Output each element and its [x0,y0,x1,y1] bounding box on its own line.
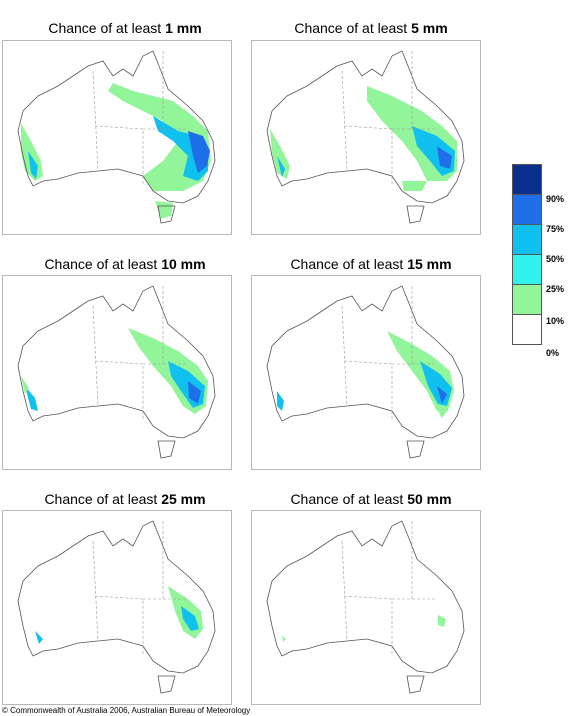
map-frame-10mm [2,275,232,470]
panel-title-25mm: Chance of at least 25 mm [44,491,206,507]
australia-map-10mm [17,285,216,459]
legend-label-75: 75% [546,224,565,234]
legend-bin-0-10 [512,314,542,345]
legend-bin-75-90 [512,194,542,225]
rain-shading [21,328,208,414]
rain-shading [21,83,211,219]
panel-title-1mm: Chance of at least 1 mm [48,20,202,36]
map-frame-25mm [2,510,232,705]
legend-bin-50-75 [512,224,542,255]
map-frame-5mm [251,40,481,235]
map-frame-50mm [251,510,481,705]
panel-title-15mm: Chance of at least 15 mm [290,256,452,272]
legend-label-90: 90% [546,194,565,204]
australia-map-25mm [17,520,216,694]
panel-title-10mm: Chance of at least 10 mm [44,256,206,272]
australia-map-5mm [266,50,465,224]
legend-bin-10-25 [512,284,542,315]
map-frame-15mm [251,275,481,470]
rain-shading [282,615,446,642]
rain-shading [35,586,203,644]
rain-shading [277,331,454,418]
legend-label-25: 25% [546,284,565,294]
rain-shading [270,86,457,191]
australia-map-50mm [266,520,465,694]
legend-label-10: 10% [546,316,565,326]
australia-map-15mm [266,285,465,459]
probability-legend: 90% 75% 50% 25% 10% 0% [512,164,564,358]
panel-title-50mm: Chance of at least 50 mm [290,491,452,507]
australia-map-1mm [17,50,216,224]
legend-bin-25-50 [512,254,542,285]
legend-bin-90-100 [512,164,542,195]
panel-title-5mm: Chance of at least 5 mm [294,20,448,36]
legend-label-0: 0% [546,348,560,358]
map-frame-1mm [2,40,232,235]
legend-label-50: 50% [546,254,565,264]
copyright-notice: © Commonwealth of Australia 2006, Austra… [2,706,251,715]
